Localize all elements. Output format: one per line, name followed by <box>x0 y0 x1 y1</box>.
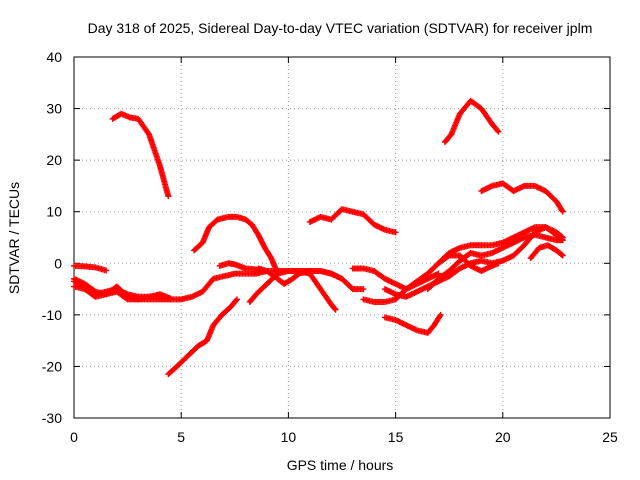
data-series <box>71 97 566 378</box>
data-point <box>233 297 240 304</box>
data-point <box>437 311 444 318</box>
data-point <box>435 270 442 277</box>
data-point <box>91 287 98 294</box>
chart-title: Day 318 of 2025, Sidereal Day-to-day VTE… <box>88 20 593 36</box>
y-tick-label: -10 <box>42 307 62 323</box>
y-tick-label: 20 <box>46 152 62 168</box>
data-point <box>332 306 339 313</box>
series-arc-11 <box>306 206 399 236</box>
data-point <box>436 313 443 320</box>
series-arc-18 <box>441 97 502 146</box>
data-point <box>123 295 130 302</box>
data-point <box>559 208 566 215</box>
data-point <box>339 275 345 282</box>
data-point <box>559 237 566 244</box>
series-arc-20 <box>527 242 566 262</box>
tick-labels: 0 5 10 15 20 25 -30 -20 -10 0 10 20 30 40 <box>42 49 618 445</box>
x-tick-label: 20 <box>495 429 511 445</box>
series-arc-15 <box>381 311 444 336</box>
data-point <box>559 252 566 259</box>
data-point <box>233 296 240 303</box>
series-arc-19 <box>478 180 566 215</box>
x-tick-label: 0 <box>70 429 78 445</box>
x-axis-title: GPS time / hours <box>287 457 394 473</box>
series-arc-7 <box>191 213 281 277</box>
series-arc-4 <box>71 283 174 303</box>
plot-frame <box>73 56 611 419</box>
series-arc-6 <box>165 296 240 378</box>
data-point <box>558 251 565 258</box>
data-point <box>495 128 502 135</box>
x-tick-label: 10 <box>281 429 297 445</box>
x-tick-label: 5 <box>177 429 185 445</box>
series-arc-5 <box>109 110 172 200</box>
data-point <box>445 253 452 260</box>
y-tick-label: -30 <box>42 410 62 426</box>
y-tick-label: 40 <box>46 49 62 65</box>
y-axis-title: SDTVAR / TECUs <box>6 182 22 294</box>
data-point <box>165 193 172 200</box>
data-point <box>331 305 338 312</box>
y-tick-label: -20 <box>42 358 62 374</box>
y-tick-label: 10 <box>46 204 62 220</box>
data-point <box>360 286 367 293</box>
data-point <box>559 207 566 214</box>
data-point <box>494 127 501 134</box>
series-arc-8 <box>216 260 270 275</box>
y-tick-label: 0 <box>54 255 62 271</box>
data-point <box>495 260 502 267</box>
data-point <box>167 296 174 303</box>
data-point <box>392 229 399 236</box>
data-point <box>103 267 110 274</box>
series-arc-10 <box>255 265 345 287</box>
x-tick-label: 15 <box>388 429 404 445</box>
series-arc-1 <box>71 262 110 274</box>
x-tick-label: 25 <box>602 429 618 445</box>
series-arc-17 <box>435 252 502 275</box>
y-tick-label: 30 <box>46 101 62 117</box>
